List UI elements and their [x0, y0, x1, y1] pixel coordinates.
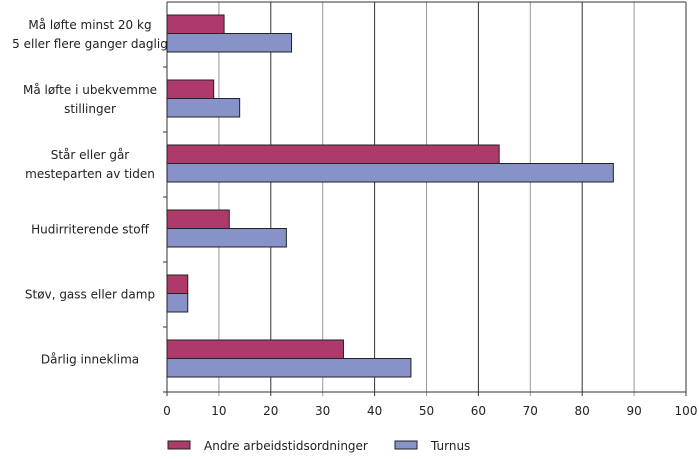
bar-turnus	[166, 228, 287, 248]
x-tick-label: 10	[211, 404, 226, 418]
x-tick-label: 100	[675, 404, 698, 418]
x-tick-label: 90	[626, 404, 641, 418]
bar-andre	[166, 274, 189, 294]
bar-andre	[166, 144, 500, 164]
x-tick-label: 30	[315, 404, 330, 418]
bar-andre	[166, 79, 215, 99]
x-tick-label: 50	[419, 404, 434, 418]
category-label: stillinger	[64, 102, 116, 116]
category-label: Hudirriterende stoff	[31, 223, 149, 237]
x-tick-label: 0	[163, 404, 171, 418]
x-tick-label: 70	[523, 404, 538, 418]
bar-turnus	[166, 163, 614, 183]
bar-andre	[166, 14, 225, 34]
x-tick-label: 40	[367, 404, 382, 418]
category-label: Står eller går	[51, 148, 130, 162]
bar-andre	[166, 339, 344, 359]
category-label: Støv, gass eller damp	[25, 288, 155, 302]
x-tick-label: 60	[471, 404, 486, 418]
bar-turnus	[166, 33, 293, 53]
legend-label: Turnus	[430, 439, 470, 453]
category-label: Må løfte minst 20 kg	[28, 18, 151, 32]
bar-andre	[166, 209, 230, 229]
category-label: Må løfte i ubekvemme	[23, 83, 157, 97]
category-label: mesteparten av tiden	[25, 167, 155, 181]
legend-label: Andre arbeidstidsordninger	[204, 439, 368, 453]
category-label: 5 eller flere ganger daglig	[12, 37, 168, 51]
x-tick-label: 80	[575, 404, 590, 418]
bar-turnus	[166, 98, 241, 118]
legend-swatch	[394, 440, 418, 450]
bar-turnus	[166, 358, 412, 378]
category-label: Dårlig inneklima	[41, 353, 139, 367]
legend-swatch	[167, 440, 191, 450]
bar-turnus	[166, 293, 189, 313]
x-tick-label: 20	[263, 404, 278, 418]
